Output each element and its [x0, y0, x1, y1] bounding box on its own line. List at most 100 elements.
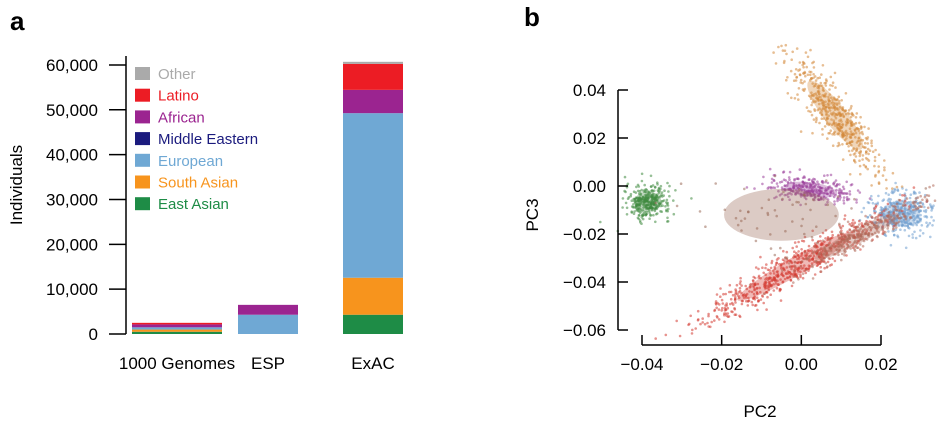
point-south-asian [871, 150, 875, 153]
point-admixed [859, 227, 862, 230]
point-south-asian [812, 73, 815, 76]
point-south-asian [834, 122, 838, 125]
point-latino [715, 293, 719, 296]
point-south-asian [855, 141, 859, 144]
scatter-y-tick-label-3: 0.00 [573, 177, 606, 196]
point-south-asian [846, 142, 849, 145]
point-east-asian [648, 217, 651, 220]
point-south-asian [827, 123, 831, 127]
point-latino [783, 277, 787, 281]
point-south-asian [847, 145, 850, 148]
point-african [821, 186, 824, 190]
point-european [913, 221, 916, 225]
point-european [905, 208, 908, 211]
point-south-asian [844, 123, 848, 127]
point-admixed [794, 265, 797, 268]
point-latino [764, 273, 767, 277]
point-admixed [832, 253, 836, 256]
point-east-asian [651, 198, 654, 201]
point-admixed [848, 229, 852, 232]
point-latino [804, 271, 808, 275]
point-african [800, 185, 803, 188]
point-scattered [791, 220, 794, 223]
point-admixed [838, 225, 842, 229]
point-south-asian [854, 161, 857, 164]
point-latino [776, 272, 780, 276]
panel-b-letter: b [524, 2, 540, 32]
point-latino [706, 321, 709, 325]
point-african [848, 193, 852, 196]
point-latino [755, 296, 759, 300]
cluster-core-east-asian [634, 191, 662, 212]
point-european [903, 228, 907, 232]
point-east-asian [667, 190, 670, 193]
point-south-asian [851, 140, 854, 143]
point-south-asian [831, 104, 835, 107]
point-latino [720, 309, 723, 312]
point-admixed [870, 232, 874, 236]
point-admixed [867, 231, 871, 235]
point-admixed [852, 235, 855, 239]
point-admixed [868, 225, 871, 229]
point-african [788, 170, 792, 174]
point-african [789, 181, 793, 184]
point-scattered [698, 210, 702, 213]
point-latino [873, 211, 877, 215]
point-latino [841, 224, 845, 228]
point-scattered [897, 198, 901, 202]
point-east-asian [635, 209, 638, 212]
point-south-asian [829, 112, 833, 115]
point-european [911, 214, 915, 217]
point-south-asian [840, 107, 844, 110]
point-admixed [837, 253, 840, 257]
point-south-asian [861, 132, 864, 136]
point-south-asian [832, 121, 836, 124]
point-african [794, 188, 798, 192]
point-south-asian [774, 62, 778, 65]
point-south-asian [814, 84, 817, 87]
point-latino [782, 249, 785, 253]
point-scattered [810, 235, 814, 239]
point-scattered [834, 214, 837, 218]
point-south-asian [864, 165, 867, 168]
point-east-asian [654, 220, 657, 224]
point-east-asian [658, 189, 661, 193]
point-african [838, 198, 841, 201]
point-european [892, 207, 895, 211]
point-east-asian [634, 205, 638, 209]
bar-x-label-esp: ESP [251, 354, 285, 373]
point-latino [740, 284, 743, 287]
point-european [884, 205, 887, 209]
point-scattered [743, 217, 747, 220]
point-african [784, 189, 787, 192]
point-african [816, 189, 819, 192]
point-south-asian [829, 129, 832, 132]
point-latino [777, 257, 780, 260]
point-latino [707, 312, 710, 316]
point-south-asian [841, 158, 845, 161]
point-latino [785, 250, 789, 254]
point-european [911, 211, 914, 215]
point-latino [800, 248, 803, 251]
point-south-asian [783, 49, 787, 52]
bar-y-tick-label-5: 50,000 [46, 101, 98, 120]
point-african [820, 190, 823, 193]
point-south-asian [818, 92, 821, 95]
point-latino [719, 287, 722, 290]
point-african [797, 184, 801, 187]
point-african [812, 180, 815, 184]
point-south-asian [802, 66, 805, 69]
point-european [906, 224, 910, 228]
point-admixed [853, 245, 856, 249]
point-east-asian [649, 203, 653, 207]
point-south-asian [822, 107, 825, 111]
point-admixed [788, 265, 792, 269]
point-admixed [799, 265, 802, 268]
point-african [784, 179, 787, 182]
point-scattered [781, 197, 784, 201]
point-south-asian [809, 48, 812, 52]
point-admixed [840, 246, 843, 249]
point-south-asian [858, 159, 861, 162]
point-african [832, 183, 835, 186]
point-african [830, 186, 833, 190]
